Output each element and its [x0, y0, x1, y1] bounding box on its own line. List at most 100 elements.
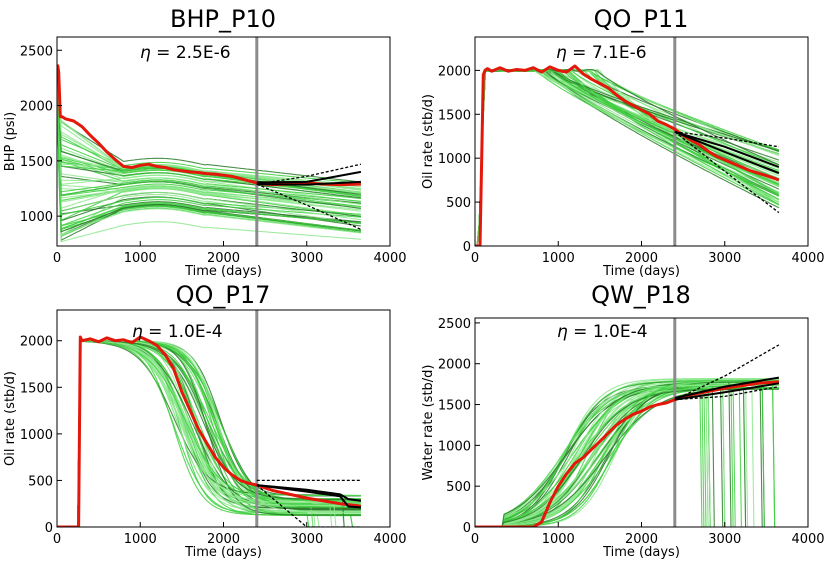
panel-qw_p18: 0 1000 2000 3000 4000 0 500 1000 1500 2000 2500 QW_… [421, 281, 825, 560]
x-tick-label: 4000 [373, 532, 406, 547]
x-tick-label: 4000 [791, 532, 824, 547]
axes-frame [474, 36, 809, 247]
prediction-lower-bound [674, 131, 780, 214]
eta-symbol: η [132, 322, 143, 342]
y-tick-label: 2500 [20, 44, 53, 59]
y-tick-label: 1500 [20, 381, 53, 396]
x-tick-label: 0 [471, 251, 479, 266]
ensemble-line [57, 72, 361, 198]
y-tick-label: 2000 [438, 64, 471, 79]
ensemble-line [475, 384, 779, 527]
x-tick-label: 2000 [207, 251, 240, 266]
y-axis-label: Oil rate (stb/d) [3, 371, 18, 466]
x-axis-label: Time (days) [184, 264, 262, 279]
prediction-high-line [674, 130, 780, 168]
ensemble-line [57, 72, 361, 237]
x-tick-label: 0 [53, 532, 61, 547]
eta-annotation: η = 2.5E-6 [140, 43, 231, 63]
prediction-high-line [256, 170, 362, 184]
panel-qo_p17: 0 1000 2000 3000 4000 0 500 1000 1500 2000 QO_P17 η… [3, 281, 407, 560]
x-tick-label: 1000 [124, 532, 157, 547]
y-tick-label: 1000 [20, 210, 53, 225]
ensemble-line [57, 72, 361, 212]
ensemble-line [57, 340, 361, 527]
ensemble-line [57, 72, 361, 202]
ensemble-line [57, 72, 361, 221]
x-tick-label: 1000 [542, 251, 575, 266]
ensemble-line [475, 389, 779, 527]
y-tick-label: 1500 [20, 155, 53, 170]
prediction-lower-bound [674, 385, 780, 401]
y-tick-label: 500 [446, 480, 471, 495]
y-tick-label: 1500 [438, 399, 471, 414]
x-tick-label: 1000 [542, 532, 575, 547]
x-tick-label: 3000 [708, 251, 741, 266]
x-axis-label: Time (days) [184, 545, 262, 560]
y-tick-label: 1500 [438, 108, 471, 123]
eta-value: = 7.1E-6 [567, 43, 647, 63]
y-tick-label: 1000 [20, 428, 53, 443]
observed-line [475, 64, 780, 246]
eta-annotation: η = 7.1E-6 [556, 43, 647, 63]
y-tick-label: 2000 [20, 335, 53, 350]
y-tick-label: 1000 [438, 439, 471, 454]
eta-value: = 1.0E-4 [568, 322, 648, 342]
x-tick-label: 0 [53, 251, 61, 266]
y-tick-label: 2500 [438, 317, 471, 332]
ensemble-series [475, 377, 779, 527]
ensemble-series [57, 72, 361, 243]
ensemble-line [57, 72, 361, 211]
x-tick-label: 2000 [625, 532, 658, 547]
chart-title: QO_P17 [176, 281, 271, 309]
y-axis-label: Water rate (stb/d) [421, 365, 436, 481]
chart-title: QO_P11 [594, 5, 689, 33]
x-tick-label: 4000 [373, 251, 406, 266]
y-axis-label: Oil rate (stb/d) [421, 94, 436, 189]
eta-value: = 2.5E-6 [151, 43, 231, 63]
y-tick-label: 0 [463, 240, 471, 255]
x-tick-label: 3000 [290, 251, 323, 266]
ensemble-line [475, 388, 779, 527]
y-tick-label: 0 [45, 521, 53, 536]
axes-frame [474, 317, 809, 528]
plot-area [57, 310, 362, 527]
ensemble-line [57, 72, 361, 243]
y-tick-label: 500 [446, 196, 471, 211]
ensemble-line [475, 387, 779, 527]
eta-symbol: η [140, 43, 151, 63]
x-tick-label: 4000 [791, 251, 824, 266]
eta-symbol: η [557, 322, 568, 342]
ensemble-line [57, 72, 361, 216]
x-tick-label: 2000 [625, 251, 658, 266]
prediction-upper-bound [674, 344, 780, 401]
y-tick-label: 2000 [20, 100, 53, 115]
eta-symbol: η [556, 43, 567, 63]
ensemble-line [57, 72, 361, 236]
plot-area [475, 37, 780, 246]
prediction-mean-line [674, 382, 780, 401]
prediction-mean-line [256, 180, 361, 186]
x-tick-label: 0 [471, 532, 479, 547]
x-tick-label: 1000 [124, 251, 157, 266]
x-axis-label: Time (days) [602, 545, 680, 560]
y-tick-label: 0 [463, 521, 471, 536]
chart-title: BHP_P10 [170, 5, 276, 33]
prediction-high-line [256, 484, 362, 502]
ensemble-line [475, 68, 780, 246]
prediction-high-line [674, 376, 780, 399]
x-axis-label: Time (days) [602, 264, 680, 279]
panel-qo_p11: 0 1000 2000 3000 4000 0 500 1000 1500 2000 QO_P11 η… [421, 5, 825, 279]
y-tick-label: 2000 [438, 358, 471, 373]
prediction-mean-line [674, 130, 780, 175]
x-tick-label: 3000 [290, 532, 323, 547]
plot-area [475, 318, 780, 527]
prediction-upper-bound [674, 131, 780, 148]
x-tick-label: 3000 [708, 532, 741, 547]
ensemble-line [57, 72, 361, 222]
y-tick-label: 500 [28, 474, 53, 489]
x-tick-label: 2000 [207, 532, 240, 547]
eta-annotation: η = 1.0E-4 [557, 322, 648, 342]
ensemble-line [57, 72, 361, 230]
ensemble-line [475, 381, 779, 527]
